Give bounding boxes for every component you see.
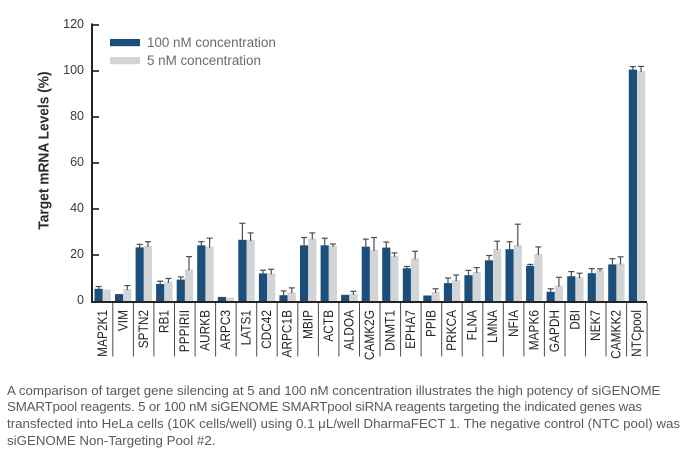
svg-text:MAPK6: MAPK6: [526, 310, 542, 350]
svg-text:EPHA7: EPHA7: [402, 310, 418, 349]
svg-text:SPTN2: SPTN2: [135, 310, 151, 348]
svg-text:NEK7: NEK7: [587, 310, 603, 341]
svg-text:Target mRNA Levels (%): Target mRNA Levels (%): [35, 71, 51, 229]
svg-text:GAPDH: GAPDH: [546, 310, 562, 352]
svg-text:CDC42: CDC42: [258, 310, 274, 349]
svg-text:CAMKK2: CAMKK2: [608, 310, 624, 359]
svg-text:LATS1: LATS1: [238, 310, 254, 345]
svg-text:5 nM concentration: 5 nM concentration: [147, 53, 261, 68]
svg-text:80: 80: [70, 109, 84, 123]
svg-text:120: 120: [63, 17, 84, 31]
svg-text:MAP2K1: MAP2K1: [94, 310, 110, 357]
svg-text:CAMK2G: CAMK2G: [361, 310, 377, 360]
svg-text:100 nM concentration: 100 nM concentration: [147, 35, 276, 50]
svg-text:20: 20: [70, 247, 84, 261]
svg-text:DBI: DBI: [567, 310, 583, 330]
svg-text:FLNA: FLNA: [464, 310, 480, 341]
svg-text:NFIA: NFIA: [505, 310, 521, 338]
svg-text:ALDOA: ALDOA: [341, 310, 357, 351]
svg-text:MBIP: MBIP: [300, 310, 316, 339]
svg-text:PPPIRII: PPPIRII: [176, 310, 192, 352]
svg-text:ARPC1B: ARPC1B: [279, 310, 295, 358]
svg-text:RB1: RB1: [156, 310, 172, 333]
svg-text:VIM: VIM: [115, 310, 131, 331]
svg-text:NTCpool: NTCpool: [628, 310, 644, 357]
svg-text:40: 40: [70, 201, 84, 215]
svg-text:100: 100: [63, 63, 84, 77]
svg-text:60: 60: [70, 155, 84, 169]
svg-text:DNMT1: DNMT1: [382, 310, 398, 351]
svg-text:AURKB: AURKB: [197, 310, 213, 351]
svg-text:ARPC3: ARPC3: [217, 310, 233, 350]
svg-text:0: 0: [77, 293, 84, 307]
svg-text:LMNA: LMNA: [484, 310, 500, 343]
svg-text:ACTB: ACTB: [320, 310, 336, 342]
svg-text:PPIB: PPIB: [423, 310, 439, 337]
svg-text:PRKCA: PRKCA: [443, 310, 459, 351]
